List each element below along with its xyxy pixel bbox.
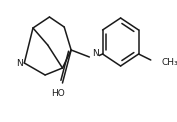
Text: CH₃: CH₃ xyxy=(161,57,177,66)
Text: N: N xyxy=(92,50,99,59)
Text: HO: HO xyxy=(51,88,65,97)
Text: N: N xyxy=(16,59,22,67)
